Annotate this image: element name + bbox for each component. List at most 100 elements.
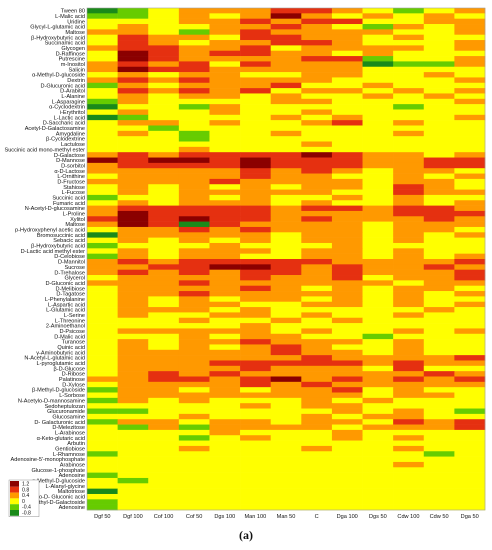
- heatmap-cell: [117, 451, 149, 457]
- heatmap-cell: [423, 216, 455, 222]
- heatmap-cell: [148, 146, 180, 153]
- heatmap-cell: [148, 136, 180, 142]
- row-label: α- Methyl-D-Galactoside: [25, 500, 85, 506]
- heatmap-cell: [178, 499, 210, 505]
- heatmap-cell: [209, 360, 241, 367]
- heatmap-cell: [148, 24, 180, 30]
- heatmap-cell: [362, 381, 394, 388]
- heatmap-cell: [209, 13, 241, 19]
- heatmap-cell: [454, 18, 486, 25]
- heatmap-cell: [454, 275, 486, 281]
- heatmap-cell: [209, 467, 241, 473]
- heatmap-cell: [148, 82, 180, 89]
- heatmap-cell: [87, 312, 118, 319]
- heatmap-cell: [362, 40, 394, 46]
- heatmap-cell: [270, 136, 302, 142]
- heatmap-cell: [331, 456, 363, 463]
- heatmap-cell: [178, 456, 210, 463]
- heatmap-cell: [454, 349, 486, 356]
- column-label: Dgf 100: [123, 514, 143, 520]
- heatmap-cell: [240, 440, 271, 447]
- heatmap-cell: [423, 66, 455, 73]
- heatmap-cell: [148, 184, 180, 190]
- heatmap-cell: [87, 98, 118, 105]
- heatmap-cell: [393, 472, 425, 479]
- heatmap-cell: [301, 104, 333, 110]
- heatmap-cell: [240, 275, 271, 281]
- heatmap-cell: [87, 205, 118, 212]
- heatmap-cell: [117, 408, 149, 415]
- heatmap-cell: [331, 440, 363, 447]
- heatmap-cell: [301, 24, 333, 30]
- heatmap-cell: [178, 328, 210, 335]
- heatmap-cell: [148, 365, 180, 372]
- heatmap-cell: [209, 403, 241, 409]
- row-label: β-Hydroxybutyric acid: [31, 35, 85, 41]
- heatmap-cell: [423, 285, 455, 292]
- heatmap-cell: [393, 259, 425, 265]
- heatmap-cell: [148, 157, 180, 164]
- heatmap-cell: [423, 323, 455, 329]
- heatmap-cell: [362, 77, 394, 84]
- heatmap-cell: [393, 339, 425, 345]
- heatmap-cell: [209, 392, 241, 399]
- heatmap-cell: [331, 360, 363, 367]
- heatmap-cell: [454, 72, 486, 78]
- heatmap-cell: [301, 504, 333, 511]
- heatmap-cell: [240, 301, 271, 308]
- heatmap-cell: [423, 301, 455, 308]
- heatmap-cell: [178, 424, 210, 431]
- heatmap-cell: [362, 173, 394, 180]
- heatmap-cell: [87, 301, 118, 308]
- heatmap-cell: [117, 392, 149, 399]
- heatmap-cell: [148, 45, 180, 52]
- heatmap-cell: [362, 237, 394, 244]
- heatmap-cell: [178, 259, 210, 265]
- heatmap-cell: [178, 8, 210, 14]
- heatmap-cell: [362, 317, 394, 324]
- row-label: Gentiobiose: [55, 446, 85, 452]
- row-label: Glycogen: [61, 46, 85, 52]
- heatmap-cell: [117, 360, 149, 367]
- heatmap-cell: [301, 210, 333, 217]
- heatmap-cell: [331, 120, 363, 126]
- heatmap-cell: [209, 24, 241, 30]
- heatmap-cell: [331, 24, 363, 30]
- heatmap-cell: [393, 424, 425, 431]
- heatmap-cell: [240, 344, 271, 351]
- row-label: β-Methyl-D-glucoside: [32, 388, 85, 394]
- heatmap-cell: [270, 168, 302, 174]
- heatmap-cell: [331, 200, 363, 206]
- heatmap-cell: [87, 339, 118, 345]
- heatmap-cell: [393, 82, 425, 89]
- row-label: D-Galactose: [54, 153, 85, 159]
- heatmap-cell: [148, 408, 180, 415]
- heatmap-cell: [117, 285, 149, 292]
- row-label: Fumaric acid: [53, 201, 85, 207]
- row-label: Dextrin: [67, 78, 85, 84]
- heatmap-cell: [270, 456, 302, 463]
- heatmap-cell: [87, 456, 118, 463]
- heatmap-cell: [240, 98, 271, 105]
- heatmap-cell: [454, 221, 486, 228]
- heatmap-cell: [331, 280, 363, 286]
- heatmap-cell: [393, 333, 425, 340]
- heatmap-cell: [331, 467, 363, 473]
- heatmap-cell: [393, 440, 425, 447]
- heatmap-cell: [178, 333, 210, 340]
- heatmap-cell: [87, 200, 118, 206]
- heatmap-cell: [362, 275, 394, 281]
- heatmap-cell: [423, 392, 455, 399]
- heatmap-cell: [301, 184, 333, 190]
- heatmap-cell: [178, 248, 210, 254]
- heatmap-cell: [209, 162, 241, 169]
- heatmap-cell: [454, 50, 486, 57]
- heatmap-cell: [362, 29, 394, 35]
- heatmap-cell: [454, 184, 486, 190]
- heatmap-cell: [393, 50, 425, 57]
- heatmap-cell: [301, 301, 333, 308]
- heatmap-cell: [240, 130, 271, 137]
- column-label: Dgf 50: [94, 514, 110, 520]
- heatmap-cell: [87, 50, 118, 57]
- heatmap-cell: [331, 109, 363, 116]
